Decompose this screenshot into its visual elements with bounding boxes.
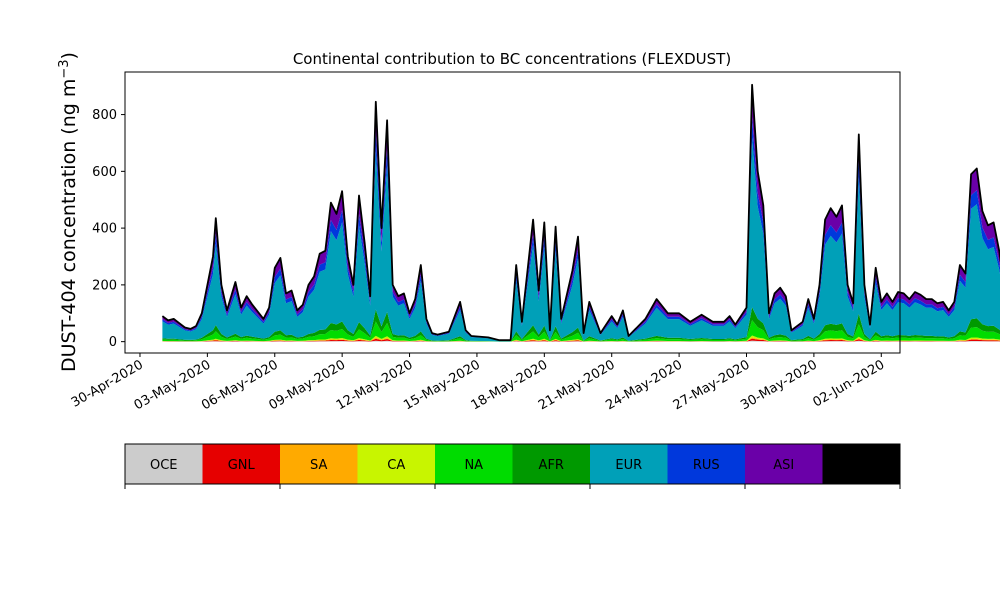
chart-title: Continental contribution to BC concentra…: [293, 50, 731, 68]
y-tick-label: 400: [92, 222, 117, 237]
y-tick-label: 200: [92, 278, 117, 293]
area-na: [162, 320, 1000, 342]
legend-label-aus: AUS: [848, 458, 875, 473]
area-gnl: [162, 338, 1000, 342]
legend-label-oce: OCE: [150, 458, 178, 473]
legend-label-ca: CA: [387, 458, 405, 473]
legend-swatch-aus: [822, 444, 900, 484]
y-tick-label: 0: [109, 335, 117, 350]
legend-swatch-na: [435, 444, 513, 484]
legend-label-na: NA: [464, 458, 483, 473]
legend-frame: [124, 443, 901, 485]
x-axis: 30-Apr-202003-May-202006-May-202009-May-…: [69, 353, 887, 413]
y-axis: 0 200 400 600 800: [92, 108, 125, 350]
area-oce: [162, 340, 1000, 342]
area-sa: [162, 337, 1000, 342]
legend-label-gnl: GNL: [228, 458, 256, 473]
y-axis-label-close: ): [58, 52, 80, 59]
legend-label-rus: RUS: [693, 458, 720, 473]
legend-swatch-afr: [512, 444, 590, 484]
legend-label-eur: EUR: [615, 458, 642, 473]
x-tick-label: 30-May-2020: [738, 357, 820, 413]
area-afr: [162, 307, 1000, 342]
legend-swatch-ca: [357, 444, 435, 484]
plot-area: [124, 71, 1000, 354]
legend-swatch-oce: [125, 444, 203, 484]
plot-frame: [124, 71, 901, 354]
y-tick-label: 600: [92, 165, 117, 180]
y-axis-label-exponent: −3: [57, 59, 72, 78]
legend-swatch-eur: [590, 444, 668, 484]
legend-swatch-gnl: [202, 444, 280, 484]
y-axis-label: DUST-404 concentration (ng m−3): [57, 52, 80, 372]
legend: OCE GNL SA CA NA AFR EUR RUS ASI AUS: [124, 443, 901, 489]
y-axis-label-main: DUST-404 concentration (ng m: [58, 79, 80, 372]
legend-swatch-rus: [667, 444, 745, 484]
area-eur: [162, 137, 1000, 342]
legend-label-asi: ASI: [773, 458, 794, 473]
legend-swatch-asi: [745, 444, 823, 484]
x-tick-label: 02-Jun-2020: [810, 357, 887, 410]
area-rus: [162, 117, 1000, 341]
legend-label-afr: AFR: [539, 458, 564, 473]
legend-label-sa: SA: [310, 458, 327, 473]
area-ca: [162, 335, 1000, 342]
total-line: [161, 83, 1000, 342]
legend-swatch-sa: [280, 444, 358, 484]
y-tick-label: 800: [92, 108, 117, 123]
